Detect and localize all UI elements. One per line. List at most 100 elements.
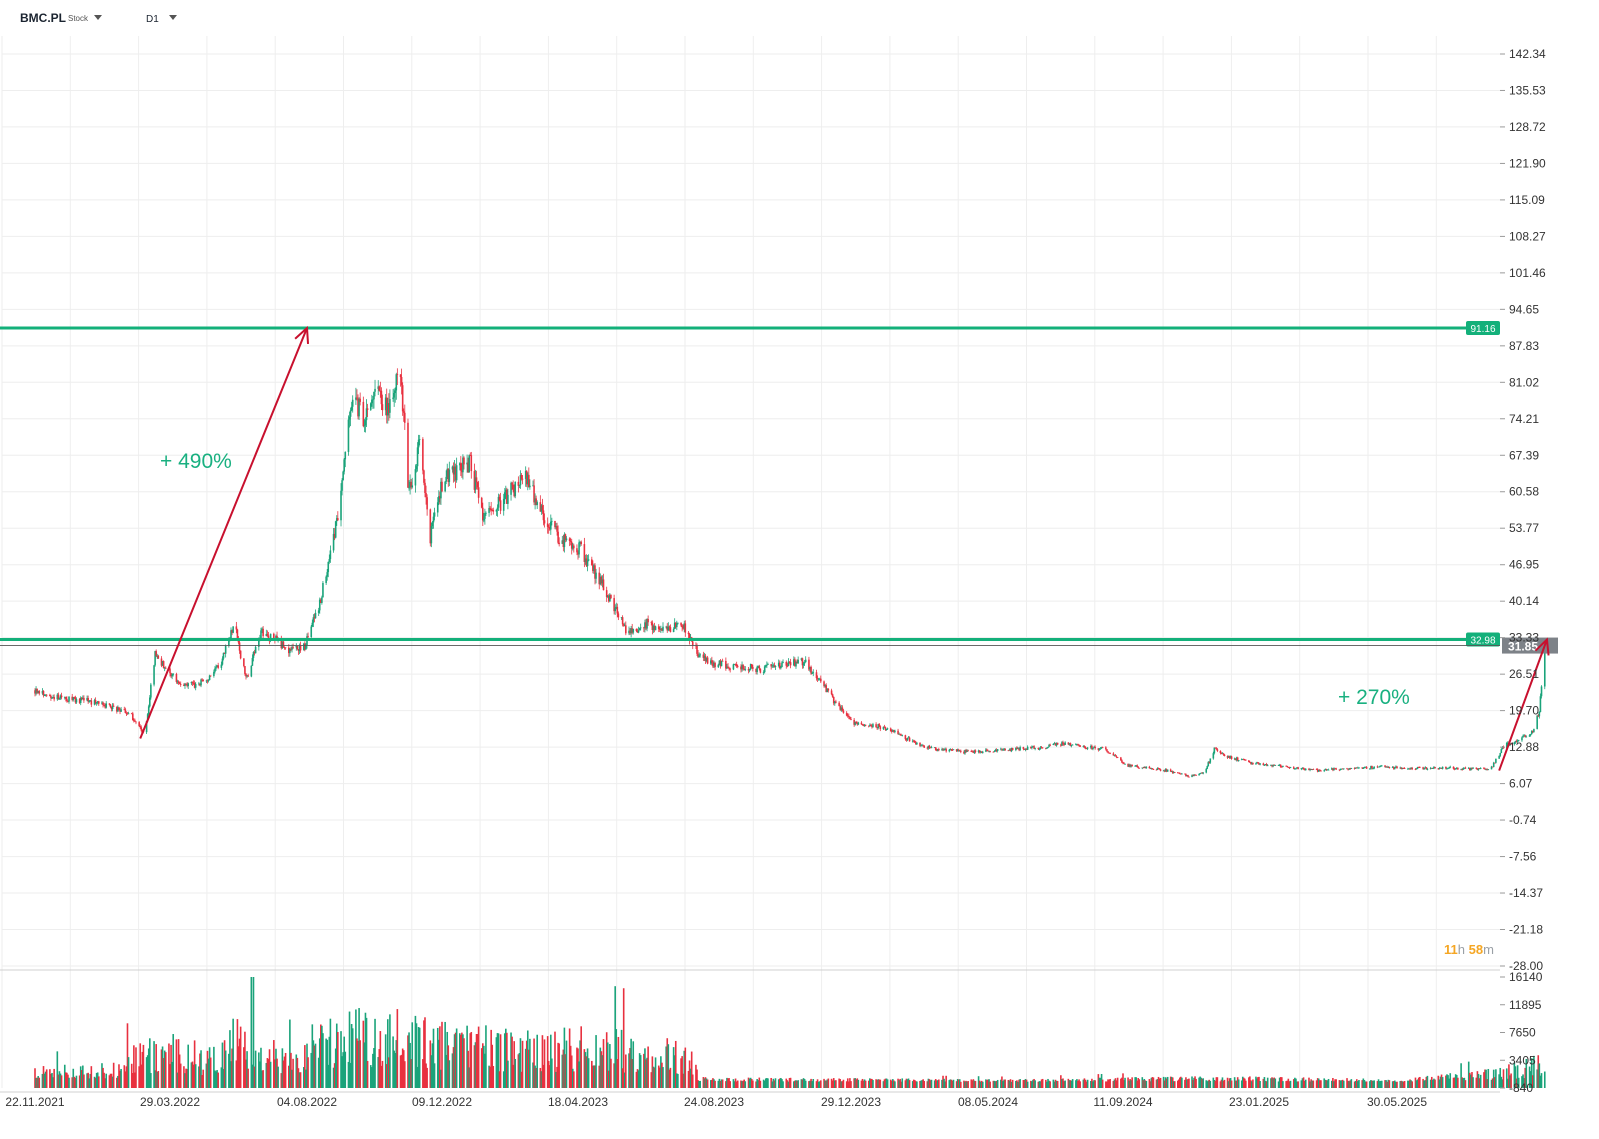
- timeframe-selector[interactable]: D1: [146, 14, 159, 25]
- volume-bar: [1528, 1066, 1531, 1088]
- volume-bar: [550, 1034, 552, 1088]
- volume-bar: [781, 1079, 783, 1088]
- price-candle: [862, 723, 865, 727]
- price-candle: [1342, 768, 1345, 770]
- price-candle: [350, 401, 353, 412]
- price-candle: [147, 704, 150, 716]
- price-candle: [546, 517, 549, 534]
- volume-bar: [292, 1058, 294, 1088]
- price-candle: [512, 480, 514, 493]
- price-candle: [1076, 743, 1078, 746]
- volume-bar: [1277, 1081, 1280, 1088]
- volume-bar: [1212, 1077, 1215, 1088]
- price-candle: [1019, 745, 1021, 752]
- price-candle: [1373, 766, 1375, 770]
- price-candle: [1294, 768, 1296, 770]
- chevron-down-icon[interactable]: [94, 15, 102, 20]
- volume-bar: [904, 1080, 907, 1088]
- volume-bar: [1414, 1077, 1417, 1088]
- price-candle: [171, 673, 173, 680]
- volume-bar: [714, 1080, 716, 1088]
- price-candle: [536, 500, 538, 509]
- volume-bar: [417, 1027, 420, 1088]
- current-price-label: 31.85: [1508, 640, 1538, 654]
- volume-bar: [1262, 1078, 1265, 1088]
- volume-bar: [1422, 1078, 1424, 1088]
- price-candle: [295, 643, 298, 651]
- price-candle: [205, 679, 208, 684]
- price-candle: [632, 628, 635, 635]
- price-candle: [1396, 765, 1398, 769]
- price-candle: [928, 744, 931, 750]
- price-candle: [431, 520, 434, 529]
- price-candle: [861, 724, 864, 726]
- volume-bar: [1128, 1080, 1130, 1088]
- price-candle: [788, 661, 791, 664]
- price-candle: [1265, 762, 1268, 767]
- volume-bar: [1090, 1080, 1092, 1088]
- price-candle: [518, 484, 521, 489]
- volume-bar: [105, 1073, 108, 1088]
- price-candle: [593, 563, 595, 574]
- volume-tick-label: 3405: [1509, 1053, 1536, 1067]
- volume-bar: [564, 1054, 567, 1088]
- volume-bar: [635, 1071, 638, 1088]
- volume-bar: [452, 1047, 455, 1088]
- price-candle: [742, 663, 744, 671]
- price-candle: [213, 669, 215, 678]
- price-candle: [458, 462, 461, 471]
- volume-bar: [1486, 1079, 1488, 1088]
- price-tick-label: 67.39: [1509, 448, 1539, 462]
- price-candle: [191, 681, 194, 686]
- chevron-down-icon[interactable]: [169, 15, 177, 20]
- price-candle: [1384, 764, 1386, 768]
- volume-bar: [1423, 1080, 1425, 1088]
- price-candle: [956, 748, 959, 752]
- volume-bar: [518, 1053, 521, 1088]
- volume-bar: [743, 1079, 746, 1088]
- volume-bar: [327, 1064, 330, 1088]
- volume-bar: [1419, 1076, 1421, 1088]
- volume-bar: [1369, 1081, 1371, 1088]
- price-candle: [1483, 767, 1485, 770]
- price-candle: [65, 696, 67, 702]
- price-candle: [1084, 746, 1087, 750]
- volume-bar: [1181, 1077, 1183, 1088]
- date-tick-label: 29.12.2023: [821, 1095, 881, 1109]
- volume-bar: [96, 1072, 99, 1088]
- volume-bar: [766, 1078, 768, 1088]
- volume-bar: [1490, 1079, 1493, 1088]
- volume-bar: [66, 1072, 68, 1088]
- price-candle: [1007, 750, 1010, 752]
- price-candle: [1281, 766, 1283, 768]
- price-candle: [870, 723, 872, 727]
- price-candle: [429, 508, 432, 547]
- price-candle: [1120, 756, 1122, 761]
- price-candle: [1347, 768, 1349, 771]
- volume-bar: [1237, 1079, 1240, 1088]
- price-candle: [66, 696, 68, 703]
- volume-bar: [124, 1071, 127, 1088]
- price-candle: [1078, 744, 1080, 747]
- volume-bar: [1106, 1081, 1108, 1088]
- price-candle: [973, 749, 976, 754]
- price-candle: [198, 681, 200, 686]
- volume-bar: [59, 1073, 62, 1088]
- volume-bar: [1274, 1078, 1277, 1088]
- price-candle: [1215, 747, 1218, 750]
- volume-bar: [1499, 1067, 1502, 1088]
- price-candle: [915, 741, 917, 745]
- volume-bar: [238, 1038, 241, 1088]
- volume-bar: [1265, 1081, 1268, 1088]
- price-candle: [150, 682, 152, 700]
- volume-bar: [1323, 1078, 1325, 1088]
- price-candle: [534, 493, 536, 510]
- symbol-selector[interactable]: BMC.PL: [20, 11, 66, 25]
- price-candle: [1091, 744, 1093, 750]
- volume-bar: [610, 1058, 612, 1088]
- price-candle: [1192, 774, 1194, 777]
- price-candle: [1259, 762, 1261, 766]
- volume-bar: [1114, 1078, 1117, 1088]
